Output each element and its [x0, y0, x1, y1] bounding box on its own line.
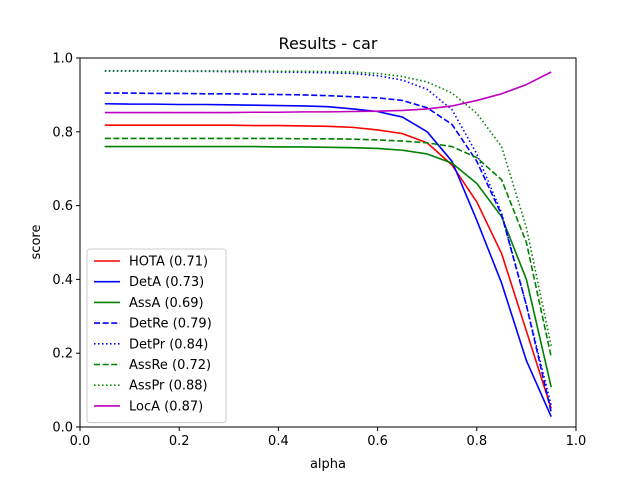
- x-tick-label: 0.8: [466, 434, 487, 449]
- legend-label: AssPr (0.88): [129, 379, 208, 394]
- y-tick-label: 0.4: [52, 273, 73, 288]
- x-tick-label: 0.6: [367, 434, 388, 449]
- legend-box: [86, 248, 227, 424]
- series-line-1: [104, 102, 552, 417]
- x-tick-label: 0.4: [268, 434, 289, 449]
- series-line-2: [104, 145, 552, 388]
- series-line-7: [104, 71, 552, 114]
- x-tick-label: 0.2: [169, 434, 190, 449]
- y-axis-label: score: [29, 225, 44, 260]
- legend-label: DetPr (0.84): [129, 337, 208, 352]
- axes-layer: 0.0 0.2 0.4 0.6 0.8 1.0 0.0 0.2 0.4 0.6 0.8 1.0: [52, 52, 586, 450]
- y-tick-label: 0.6: [52, 199, 73, 214]
- series-line-0: [104, 124, 552, 409]
- y-tick-label: 0.0: [52, 421, 73, 436]
- legend-label: AssRe (0.72): [129, 358, 211, 373]
- chart-title: Results - car: [279, 34, 378, 53]
- y-tick-label: 1.0: [52, 52, 73, 67]
- legend: HOTA (0.71) DetA (0.73) AssA (0.69) DetRe (…: [86, 248, 227, 424]
- series-line-3: [104, 92, 552, 413]
- legend-label: LocA (0.87): [129, 399, 203, 414]
- axes-frame: [79, 57, 577, 428]
- legend-label: HOTA (0.71): [129, 255, 208, 270]
- y-tick-label: 0.8: [52, 125, 73, 140]
- legend-label: DetA (0.73): [129, 275, 204, 290]
- y-tick-label: 0.2: [52, 347, 73, 362]
- x-tick-label: 1.0: [566, 434, 587, 449]
- legend-label: AssA (0.69): [129, 296, 204, 311]
- legend-label: DetRe (0.79): [129, 317, 212, 332]
- x-axis-label: alpha: [310, 457, 346, 472]
- series-layer: [104, 70, 552, 417]
- x-tick-label: 0.0: [70, 434, 91, 449]
- series-line-5: [104, 137, 552, 358]
